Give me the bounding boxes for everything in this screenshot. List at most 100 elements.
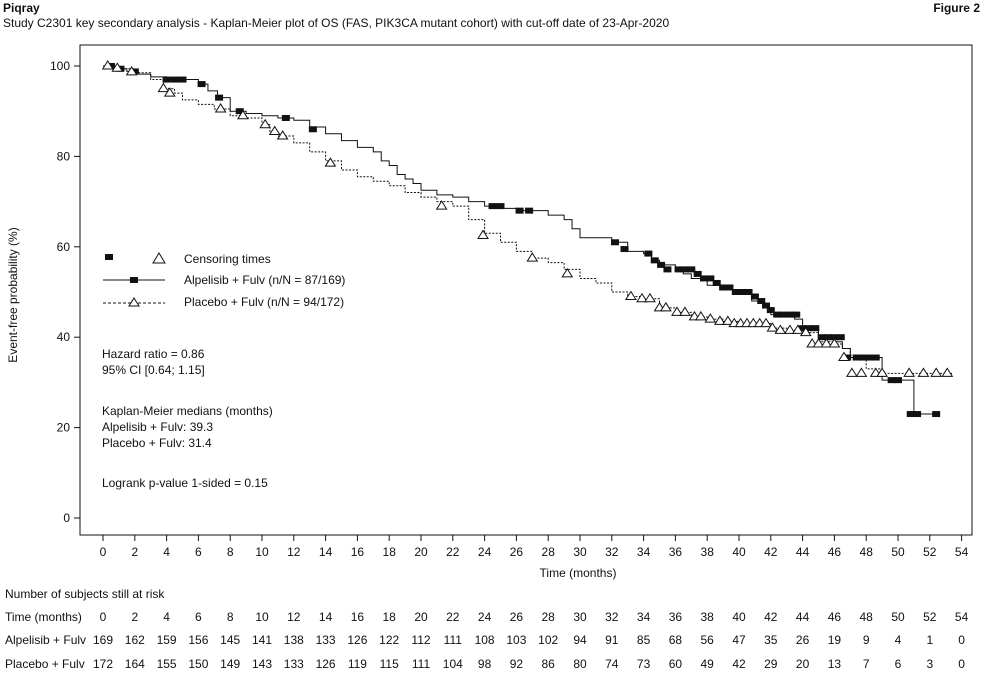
x-tick-label: 38: [701, 545, 715, 559]
placebo-censor-mark: [526, 252, 539, 262]
x-tick-label: 10: [255, 545, 269, 559]
alpelisib-censor-mark: [779, 311, 788, 318]
placebo-censor-mark: [125, 65, 138, 76]
risk-cell: 29: [764, 657, 778, 671]
figure-label: Figure 2: [933, 1, 980, 15]
risk-cell: 80: [573, 657, 587, 671]
risk-cell: 30: [573, 610, 587, 624]
risk-cell: 98: [477, 657, 492, 671]
risk-cell: 16: [350, 610, 365, 624]
x-tick-label: 4: [163, 545, 170, 559]
risk-cell: 126: [315, 657, 336, 671]
alpelisib-censor-mark: [719, 284, 728, 291]
risk-cell: 112: [411, 633, 431, 647]
x-tick-label: 16: [351, 545, 365, 559]
risk-cell: 49: [700, 657, 714, 671]
alpelisib-censor-mark: [836, 334, 845, 341]
alpelisib-censor-mark: [871, 354, 880, 361]
alpelisib-censor-mark: [706, 275, 715, 282]
placebo-censor-mark: [903, 367, 916, 377]
placebo-censor-mark: [714, 315, 726, 325]
censor-marks: [101, 60, 954, 418]
risk-cell: 115: [379, 657, 399, 671]
risk-cell: 6: [195, 610, 202, 624]
risk-cell: 47: [732, 633, 746, 647]
x-axis-label: Time (months): [540, 566, 617, 580]
risk-cell: 4: [163, 610, 170, 624]
median-title: Kaplan-Meier medians (months): [102, 404, 273, 418]
risk-cell: 145: [220, 633, 241, 647]
risk-cell: 10: [255, 610, 269, 624]
risk-cell: 2: [131, 610, 139, 624]
risk-cell: 149: [220, 657, 241, 671]
alpelisib-censor-mark: [785, 311, 794, 318]
alpelisib-censor-mark: [235, 108, 244, 115]
y-tick-label: 0: [63, 511, 70, 525]
x-tick-label: 40: [732, 545, 746, 559]
x-tick-label: 0: [100, 545, 107, 559]
risk-cell: 111: [443, 633, 462, 647]
x-tick-label: 44: [796, 545, 810, 559]
risk-cell: 8: [226, 610, 234, 624]
alpelisib-censor-mark: [657, 261, 666, 268]
x-tick-label: 12: [287, 545, 301, 559]
risk-cell: 36: [668, 610, 683, 624]
logrank-pvalue: Logrank p-value 1-sided = 0.15: [102, 476, 268, 490]
placebo-censor-mark: [838, 351, 850, 362]
risk-cell: 150: [188, 657, 209, 671]
alpelisib-censor-mark: [757, 298, 766, 305]
alpelisib-censor-mark: [766, 307, 775, 314]
header: Piqray Study C2301 key secondary analysi…: [3, 1, 669, 31]
risk-cell: 143: [251, 657, 273, 671]
placebo-censor-mark: [820, 338, 833, 348]
risk-cell: 119: [347, 657, 367, 671]
placebo-censor-mark: [644, 292, 656, 303]
alpelisib-censor-mark: [859, 354, 868, 361]
placebo-censor-mark: [721, 315, 734, 325]
risk-cell: 94: [573, 633, 587, 647]
alpelisib-censor-mark: [525, 207, 534, 214]
risk-cell: 52: [923, 610, 937, 624]
figure-subtitle: Study C2301 key secondary analysis - Kap…: [3, 16, 670, 30]
risk-row-placebo: Placebo + Fulv 172 164 155 150 149 143 133 126 11…: [0, 657, 989, 673]
risk-cell: 85: [636, 633, 651, 647]
x-tick-label: 28: [542, 545, 556, 559]
alpelisib-censor-mark: [281, 114, 290, 121]
risk-cell: 91: [605, 633, 619, 647]
legend-censor-label: Censoring times: [184, 252, 271, 266]
alpelisib-censor-mark: [162, 76, 171, 83]
placebo-censor-mark: [636, 292, 648, 303]
risk-cell: 92: [509, 657, 524, 671]
x-tick-label: 22: [446, 545, 460, 559]
x-tick-label: 18: [383, 545, 397, 559]
risk-cell: 60: [668, 657, 683, 671]
placebo-censor-mark: [812, 338, 825, 348]
x-tick-label: 20: [414, 545, 428, 559]
placebo-censor-mark: [704, 313, 717, 323]
risk-cell: 0: [958, 657, 965, 671]
product-name: Piqray: [3, 1, 40, 15]
placebo-censor-mark: [276, 130, 289, 140]
placebo-censor-mark: [477, 229, 489, 239]
x-tick-label: 54: [955, 545, 969, 559]
risk-cell: 40: [732, 610, 746, 624]
alpelisib-censor-mark: [852, 354, 861, 361]
placebo-censor-mark: [624, 290, 637, 301]
alpelisib-censor-mark: [731, 289, 740, 295]
alpelisib-censor-mark: [620, 246, 629, 253]
alpelisib-censor-mark: [750, 293, 759, 300]
risk-cell: 20: [795, 657, 810, 671]
placebo-censor-mark: [435, 200, 448, 210]
placebo-censor-mark: [855, 367, 868, 377]
risk-cell: 1: [926, 633, 934, 647]
placebo-censor-mark: [774, 324, 787, 334]
placebo-censor-mark: [268, 125, 281, 136]
placebo-censor-mark: [101, 60, 114, 70]
alpelisib-censor-mark: [887, 377, 896, 384]
x-tick-label: 52: [923, 545, 937, 559]
x-tick-label: 26: [510, 545, 524, 559]
risk-cell: 102: [538, 633, 559, 647]
risk-cell: 138: [283, 633, 304, 647]
risk-cell: 111: [411, 657, 431, 671]
placebo-censor-mark: [876, 367, 889, 377]
